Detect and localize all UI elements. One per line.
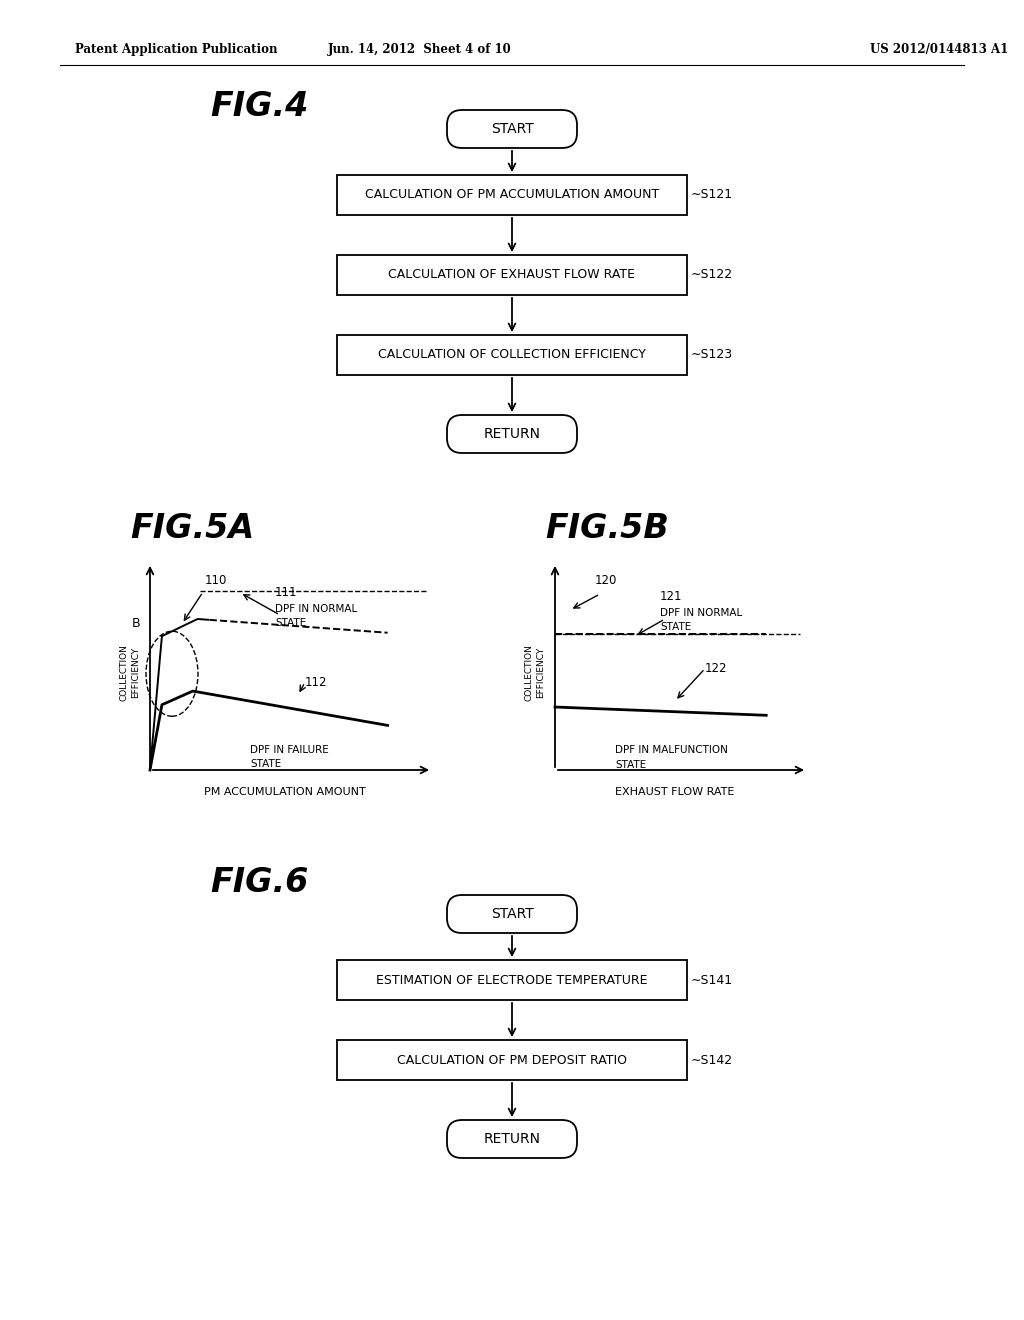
Text: 120: 120	[595, 573, 617, 586]
Text: CALCULATION OF EXHAUST FLOW RATE: CALCULATION OF EXHAUST FLOW RATE	[388, 268, 636, 281]
Text: FIG.6: FIG.6	[210, 866, 308, 899]
Text: START: START	[490, 121, 534, 136]
Text: COLLECTION
EFFICIENCY: COLLECTION EFFICIENCY	[120, 644, 140, 701]
Text: DPF IN MALFUNCTION: DPF IN MALFUNCTION	[615, 744, 728, 755]
Text: 112: 112	[305, 676, 328, 689]
Text: STATE: STATE	[275, 618, 306, 628]
Text: ESTIMATION OF ELECTRODE TEMPERATURE: ESTIMATION OF ELECTRODE TEMPERATURE	[376, 974, 648, 986]
Text: CALCULATION OF PM DEPOSIT RATIO: CALCULATION OF PM DEPOSIT RATIO	[397, 1053, 627, 1067]
Text: ∼S141: ∼S141	[691, 974, 733, 986]
FancyBboxPatch shape	[447, 414, 577, 453]
Text: FIG.5A: FIG.5A	[130, 511, 254, 544]
FancyBboxPatch shape	[447, 1119, 577, 1158]
Bar	[337, 1040, 687, 1080]
Text: 121: 121	[660, 590, 683, 603]
Text: Jun. 14, 2012  Sheet 4 of 10: Jun. 14, 2012 Sheet 4 of 10	[328, 44, 512, 57]
Text: ∼S122: ∼S122	[691, 268, 733, 281]
Bar	[337, 960, 687, 1001]
Text: 111: 111	[275, 586, 298, 599]
Text: STATE: STATE	[615, 760, 646, 770]
Text: COLLECTION
EFFICIENCY: COLLECTION EFFICIENCY	[525, 644, 545, 701]
Text: DPF IN NORMAL: DPF IN NORMAL	[660, 609, 742, 618]
Text: 110: 110	[205, 573, 227, 586]
Text: Patent Application Publication: Patent Application Publication	[75, 44, 278, 57]
Bar	[337, 176, 687, 215]
Text: ∼S123: ∼S123	[691, 348, 733, 362]
Text: 122: 122	[705, 663, 727, 675]
Text: ∼S142: ∼S142	[691, 1053, 733, 1067]
Text: DPF IN FAILURE: DPF IN FAILURE	[250, 744, 329, 755]
FancyBboxPatch shape	[447, 110, 577, 148]
Bar	[337, 255, 687, 294]
Text: CALCULATION OF COLLECTION EFFICIENCY: CALCULATION OF COLLECTION EFFICIENCY	[378, 348, 646, 362]
Text: RETURN: RETURN	[483, 1133, 541, 1146]
Text: FIG.4: FIG.4	[210, 91, 308, 124]
Text: ∼S121: ∼S121	[691, 189, 733, 202]
FancyBboxPatch shape	[447, 895, 577, 933]
Text: B: B	[131, 618, 140, 631]
Text: START: START	[490, 907, 534, 921]
Text: STATE: STATE	[660, 622, 691, 632]
Text: STATE: STATE	[250, 759, 282, 770]
Bar	[337, 335, 687, 375]
Text: CALCULATION OF PM ACCUMULATION AMOUNT: CALCULATION OF PM ACCUMULATION AMOUNT	[365, 189, 659, 202]
Text: FIG.5B: FIG.5B	[545, 511, 669, 544]
Text: PM ACCUMULATION AMOUNT: PM ACCUMULATION AMOUNT	[204, 787, 366, 797]
Text: RETURN: RETURN	[483, 426, 541, 441]
Text: DPF IN NORMAL: DPF IN NORMAL	[275, 605, 357, 614]
Text: US 2012/0144813 A1: US 2012/0144813 A1	[870, 44, 1009, 57]
Text: EXHAUST FLOW RATE: EXHAUST FLOW RATE	[615, 787, 734, 797]
